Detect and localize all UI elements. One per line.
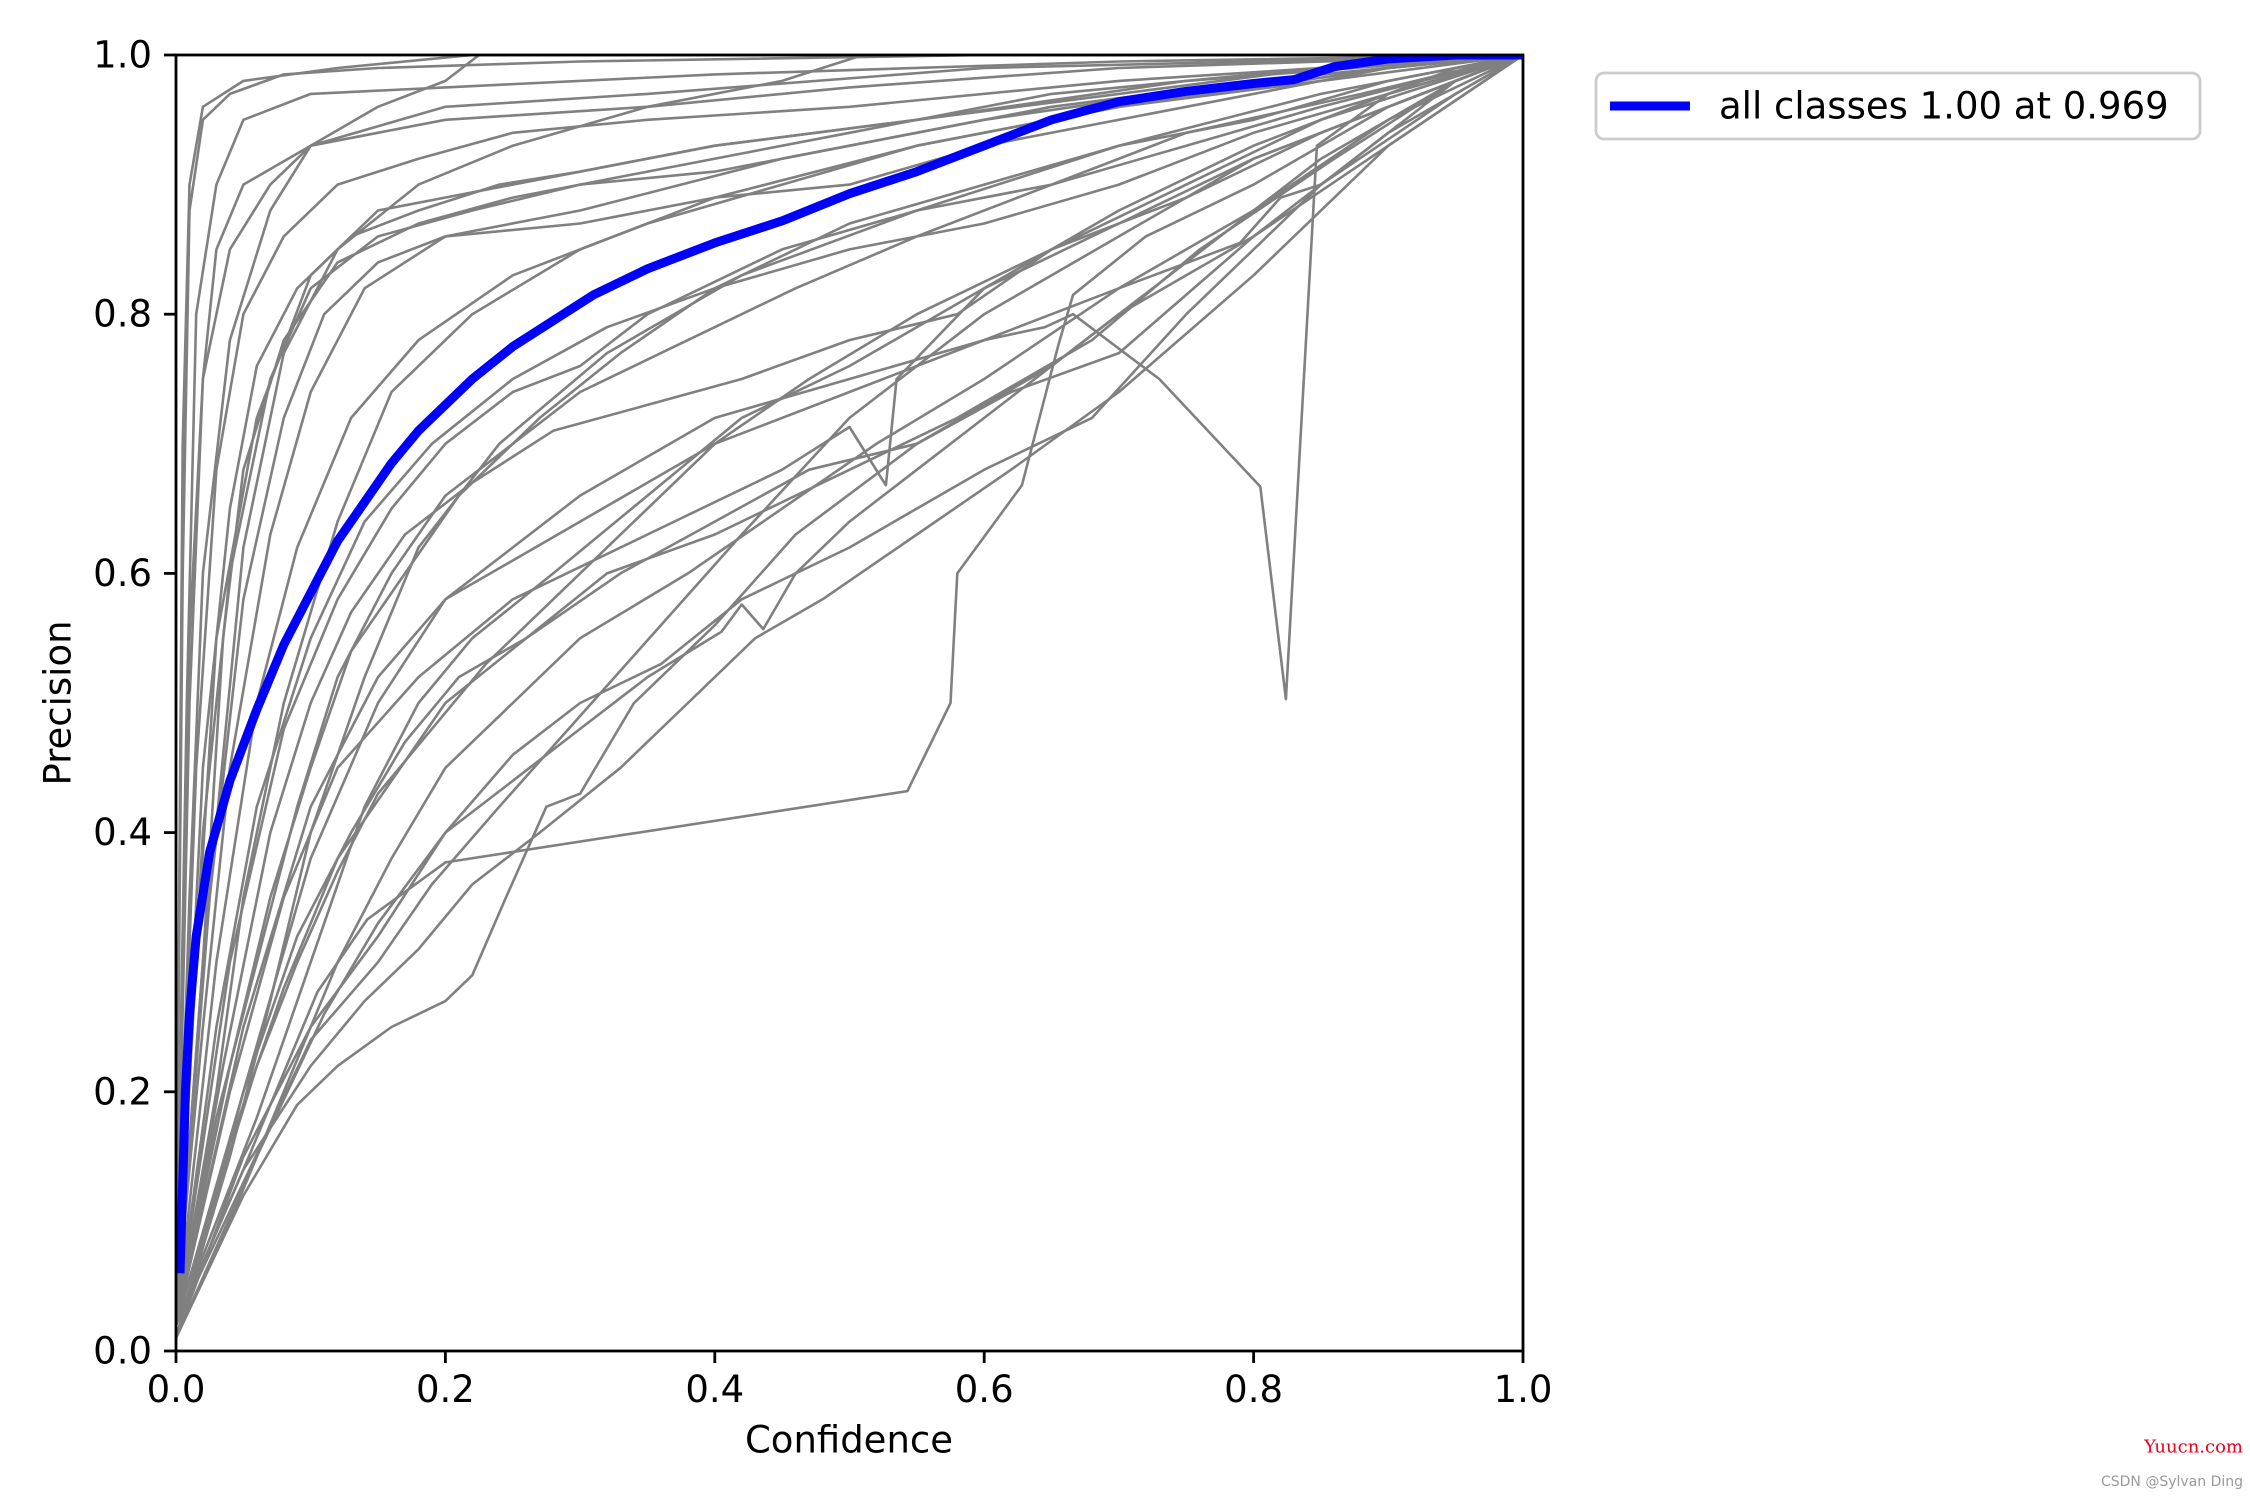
curves-group (176, 55, 1523, 1340)
class-curve (176, 55, 1523, 1327)
class-curve (176, 55, 1523, 1327)
class-curve (176, 55, 1523, 1340)
class-curve (176, 55, 1523, 1327)
x-axis-label: Confidence (745, 1419, 953, 1462)
watermark-site: Yuucn.com (2143, 1437, 2243, 1458)
class-curve (176, 55, 1523, 1327)
class-curve (176, 55, 1523, 1327)
y-tick-label: 0.6 (93, 552, 152, 595)
class-curve (176, 55, 1523, 1314)
class-curve (176, 55, 1523, 1327)
watermark-author: CSDN @Sylvan Ding (2101, 1474, 2243, 1490)
x-tick-label: 0.2 (416, 1368, 475, 1411)
class-curve (176, 55, 1523, 1314)
class-curve (176, 55, 1523, 1301)
y-tick-label: 0.0 (93, 1330, 152, 1373)
x-tick-label: 1.0 (1494, 1368, 1553, 1411)
y-tick-label: 1.0 (93, 34, 152, 77)
class-curve (176, 55, 1523, 1327)
class-curve (176, 55, 1523, 1340)
legend-frame (1594, 71, 2202, 141)
class-curve (176, 55, 1523, 1327)
y-axis-label: Precision (37, 620, 80, 785)
y-tick-label: 0.8 (93, 293, 152, 336)
x-tick-label: 0.4 (685, 1368, 744, 1411)
legend: all classes 1.00 at 0.969 (1594, 71, 2202, 141)
class-curve (176, 55, 1523, 1327)
class-curve (176, 55, 1523, 1340)
class-curve (176, 55, 1523, 1340)
x-tick-label: 0.6 (955, 1368, 1014, 1411)
axis-ticks: 0.0 0.2 0.4 0.6 0.8 1.0 0.0 0.2 0.4 0.6 0.8 1.0 (93, 34, 1552, 1412)
class-curve (176, 55, 1523, 1327)
x-tick-label: 0.0 (147, 1368, 206, 1411)
class-curve (176, 55, 1523, 1314)
class-curve (176, 55, 1523, 1327)
y-tick-label: 0.2 (93, 1070, 152, 1113)
class-curve (176, 55, 1523, 1314)
plot-frame (174, 53, 1525, 1353)
class-curve (176, 55, 1523, 1327)
plot-background (176, 55, 1523, 1351)
all-classes-curve (176, 55, 1523, 1274)
class-curve (176, 55, 1523, 1301)
class-curve (176, 55, 1523, 1327)
legend-label-all-classes: all classes 1.00 at 0.969 (1719, 85, 2169, 128)
class-curve (176, 55, 1523, 1327)
class-curve (176, 55, 1523, 1327)
y-tick-label: 0.4 (93, 811, 152, 854)
class-curve (176, 55, 1523, 1288)
x-tick-label: 0.8 (1224, 1368, 1283, 1411)
class-curve (176, 55, 1523, 1340)
